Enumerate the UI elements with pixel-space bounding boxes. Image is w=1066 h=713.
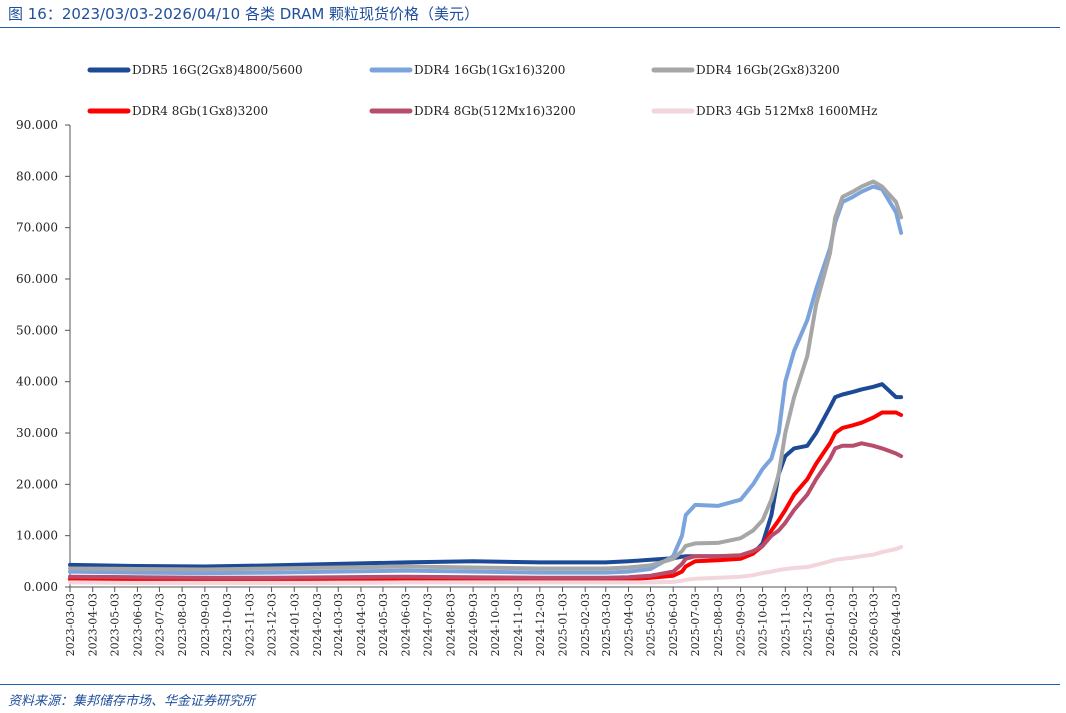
x-tick-label: 2025-12-03	[801, 593, 814, 656]
y-tick-label: 40.000	[16, 375, 58, 389]
x-tick-label: 2024-03-03	[332, 593, 345, 656]
series-line	[68, 179, 904, 572]
x-tick-label: 2023-05-03	[109, 593, 122, 656]
x-tick-label: 2025-11-03	[779, 593, 792, 656]
x-tick-label: 2023-10-03	[221, 593, 234, 656]
x-tick-label: 2025-10-03	[757, 593, 770, 656]
y-tick-label: 70.000	[16, 221, 58, 235]
legend-label: DDR4 8Gb(1Gx8)3200	[132, 104, 268, 118]
page-title: 图 16：2023/03/03-2026/04/10 各类 DRAM 颗粒现货价…	[8, 5, 480, 23]
x-tick-label: 2023-06-03	[131, 593, 144, 656]
x-tick-label: 2023-03-03	[64, 593, 77, 656]
legend-label: DDR4 16Gb(1Gx16)3200	[414, 63, 565, 77]
x-tick-label: 2026-01-03	[824, 593, 837, 656]
x-tick-label: 2023-12-03	[266, 593, 279, 656]
x-tick-label: 2024-07-03	[422, 593, 435, 656]
source-note: 资料来源：集邦储存市场、华金证券研究所	[8, 694, 256, 709]
x-tick-label: 2025-01-03	[557, 593, 570, 656]
x-tick-label: 2024-02-03	[311, 593, 324, 656]
y-tick-label: 10.000	[16, 529, 58, 543]
y-axis: 0.000 10.000 20.000 30.000 40.000 50.000 60.00…	[16, 118, 71, 594]
y-tick-label: 60.000	[16, 272, 58, 286]
x-tick-label: 2023-07-03	[153, 593, 166, 656]
legend-label: DDR3 4Gb 512Mx8 1600MHz	[696, 104, 877, 118]
x-tick-label: 2026-03-03	[867, 593, 880, 656]
x-tick-label: 2025-02-03	[579, 593, 592, 656]
series-line	[68, 410, 904, 582]
y-tick-label: 0.000	[24, 580, 58, 594]
legend-label: DDR5 16G(2Gx8)4800/5600	[132, 63, 303, 77]
x-tick-label: 2023-04-03	[87, 593, 100, 656]
y-tick-label: 80.000	[16, 169, 58, 183]
series-line	[68, 545, 904, 585]
title-divider	[0, 27, 1060, 28]
legend-label: DDR4 16Gb(2Gx8)3200	[696, 63, 840, 77]
x-tick-label: 2024-06-03	[400, 593, 413, 656]
x-tick-label: 2025-07-03	[689, 593, 702, 656]
x-tick-label: 2025-05-03	[644, 593, 657, 656]
x-tick-label: 2024-04-03	[355, 593, 368, 656]
x-tick-label: 2024-05-03	[377, 593, 390, 656]
chart-legend: DDR5 16G(2Gx8)4800/5600 DDR4 16Gb(1Gx16)3…	[87, 63, 877, 118]
x-tick-label: 2024-01-03	[288, 593, 301, 656]
x-tick-label: 2023-11-03	[244, 593, 257, 656]
y-tick-label: 90.000	[16, 118, 58, 132]
x-tick-label: 2024-11-03	[512, 593, 525, 656]
x-tick-label: 2023-09-03	[199, 593, 212, 656]
plot-area	[68, 179, 904, 585]
x-axis: 2023-03-03 2023-04-03 2023-05-03 2023-06-03…	[64, 586, 903, 656]
y-tick-label: 20.000	[16, 477, 58, 491]
x-tick-label: 2025-04-03	[622, 593, 635, 656]
y-tick-label: 30.000	[16, 426, 58, 440]
x-tick-label: 2024-12-03	[534, 593, 547, 656]
x-tick-label: 2023-08-03	[176, 593, 189, 656]
series-line	[68, 184, 904, 576]
x-tick-label: 2024-09-03	[467, 593, 480, 656]
x-tick-label: 2024-08-03	[444, 593, 457, 656]
x-tick-label: 2025-06-03	[667, 593, 680, 656]
x-tick-label: 2026-02-03	[847, 593, 860, 656]
series-line	[68, 441, 904, 580]
x-tick-label: 2025-03-03	[600, 593, 613, 656]
x-tick-label: 2024-10-03	[489, 593, 502, 656]
legend-label: DDR4 8Gb(512Mx16)3200	[414, 104, 576, 118]
y-tick-label: 50.000	[16, 323, 58, 337]
x-tick-label: 2026-04-03	[890, 593, 903, 656]
x-tick-label: 2025-08-03	[712, 593, 725, 656]
source-divider	[0, 684, 1060, 685]
x-tick-label: 2025-09-03	[735, 593, 748, 656]
